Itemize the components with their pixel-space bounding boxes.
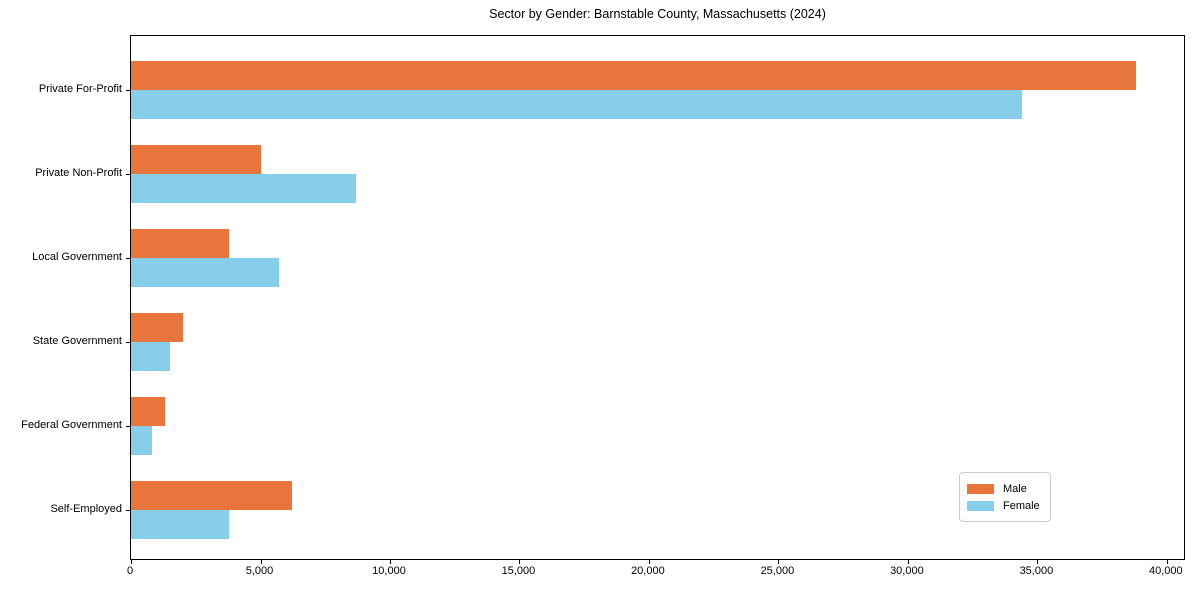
- bar-male-private-for-profit: [131, 61, 1136, 90]
- bar-female-local-government: [131, 258, 279, 287]
- y-tick-label: Self-Employed: [50, 503, 122, 515]
- x-tick-mark: [390, 560, 391, 564]
- x-tick-mark: [648, 560, 650, 564]
- y-tick-mark: [126, 510, 131, 511]
- x-tick-label: 35,000: [1019, 565, 1054, 577]
- x-tick-mark: [131, 560, 132, 564]
- x-tick-mark: [1037, 560, 1039, 564]
- y-tick-label: Private For-Profit: [38, 83, 122, 95]
- bar-female-self-employed: [131, 510, 230, 539]
- legend-label: Male: [1003, 482, 1027, 495]
- bar-female-private-for-profit: [131, 90, 1022, 119]
- x-tick-mark: [1166, 560, 1168, 564]
- x-tick-label: 15,000: [501, 565, 536, 577]
- y-tick-mark: [126, 174, 131, 175]
- bar-male-private-non-profit: [131, 145, 261, 174]
- bar-female-federal-government: [131, 426, 152, 455]
- bar-female-state-government: [131, 342, 170, 371]
- y-tick-label: State Government: [32, 335, 122, 347]
- x-tick-label: 10,000: [372, 565, 406, 577]
- y-tick-label: Private Non-Profit: [35, 167, 122, 179]
- x-tick-mark: [907, 560, 909, 564]
- y-tick-mark: [126, 342, 131, 343]
- x-tick-label: 5,000: [245, 565, 274, 577]
- y-tick-label: Federal Government: [21, 419, 122, 431]
- bar-male-state-government: [131, 313, 183, 342]
- legend-item-female: Female: [967, 498, 1040, 513]
- legend: Male Female: [959, 472, 1051, 522]
- chart-title: Sector by Gender: Barnstable County, Mas…: [489, 7, 826, 21]
- x-tick-label: 0: [126, 565, 134, 577]
- y-tick-mark: [126, 90, 131, 91]
- legend-label: Female: [1003, 499, 1040, 512]
- bar-male-self-employed: [131, 481, 292, 510]
- y-tick-mark: [126, 258, 131, 259]
- x-tick-mark: [778, 560, 780, 564]
- x-tick-mark: [260, 560, 262, 564]
- legend-swatch-female: [967, 500, 994, 511]
- bar-male-federal-government: [131, 397, 165, 426]
- y-tick-label: Local Government: [32, 251, 122, 263]
- bar-male-local-government: [131, 229, 230, 258]
- y-tick-mark: [126, 426, 131, 427]
- x-tick-label: 20,000: [631, 565, 665, 577]
- x-tick-label: 40,000: [1148, 565, 1183, 577]
- legend-item-male: Male: [967, 481, 1040, 496]
- plot-area: [126, 35, 1185, 564]
- legend-swatch-male: [967, 483, 994, 494]
- x-tick-label: 25,000: [760, 565, 795, 577]
- x-tick-mark: [519, 560, 521, 564]
- bar-female-private-non-profit: [131, 174, 357, 203]
- x-tick-label: 30,000: [890, 565, 924, 577]
